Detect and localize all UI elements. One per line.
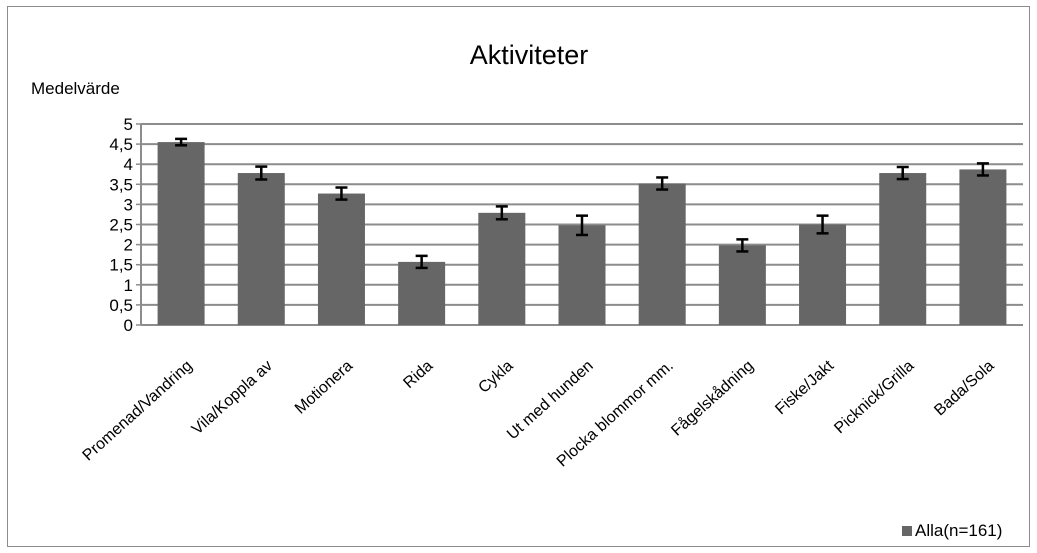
x-tick-label: Ut med hunden	[504, 357, 597, 443]
chart-title: Aktiviteter	[470, 40, 589, 70]
y-tick-label: 3	[124, 195, 133, 214]
y-tick-label: 0	[124, 316, 133, 335]
error-bar	[816, 214, 829, 235]
x-tick-label: Vila/Koppla av	[189, 357, 276, 438]
bar	[157, 142, 205, 325]
error-bar	[255, 165, 268, 181]
x-tick-label: Promenad/Vandring	[80, 357, 196, 464]
bar	[317, 193, 365, 325]
x-tick-label: Fågelskådning	[668, 357, 757, 440]
legend-swatch	[902, 526, 912, 536]
bar	[398, 261, 446, 325]
error-bar	[175, 137, 188, 147]
chart-svg: Aktiviteter Medelvärde 00,511,522,533,54…	[31, 40, 1023, 540]
y-tick-label: 1	[124, 276, 133, 295]
y-tick-label: 3,5	[109, 175, 133, 194]
bar	[638, 183, 686, 325]
error-bar	[976, 162, 989, 177]
error-bar	[495, 205, 508, 221]
x-tick-label: Motionera	[292, 357, 356, 417]
bar	[959, 169, 1007, 325]
legend: Alla(n=161)	[902, 521, 1002, 540]
error-bar	[896, 165, 909, 181]
y-tick-labels: 00,511,522,5 33,544,55	[109, 115, 133, 335]
x-tick-label: Cykla	[475, 357, 516, 396]
chart-frame: Aktiviteter Medelvärde 0 0,5 1 1,5 2 2,5 3 3,5 4…	[7, 6, 1030, 547]
error-bar	[576, 214, 588, 237]
y-tick-label: 2	[124, 236, 133, 255]
y-axis-label: Medelvärde	[31, 79, 120, 98]
bar	[718, 245, 766, 325]
x-tick-label: Picknick/Grilla	[831, 357, 917, 437]
error-bar	[415, 254, 428, 270]
error-bar	[736, 238, 749, 253]
y-tick-label: 0,5	[109, 296, 133, 315]
error-bars	[175, 137, 989, 270]
y-tick-label: 1,5	[109, 256, 133, 275]
legend-label: Alla(n=161)	[915, 521, 1002, 540]
x-tick-label: Fiske/Jakt	[772, 357, 837, 418]
y-tick-label: 4	[124, 155, 133, 174]
bar	[237, 173, 285, 325]
bar	[879, 173, 927, 325]
y-tick-label: 5	[124, 115, 133, 134]
x-tick-label: Rida	[400, 357, 436, 392]
bar	[478, 212, 526, 325]
error-bar	[656, 176, 669, 191]
x-tick-label: Bada/Sola	[931, 357, 997, 419]
bar	[558, 225, 606, 325]
bar	[799, 224, 847, 325]
bars	[157, 142, 1007, 325]
y-tick-label: 2,5	[109, 216, 133, 235]
y-tick-label: 4,5	[109, 135, 133, 154]
error-bar	[335, 186, 348, 201]
